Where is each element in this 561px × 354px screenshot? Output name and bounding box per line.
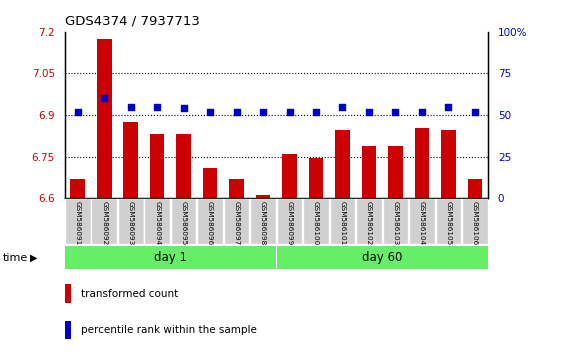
Text: time: time (3, 252, 28, 263)
Text: day 1: day 1 (154, 251, 187, 264)
Bar (282, 154, 297, 198)
Bar (150, 135, 164, 198)
Bar (65, 246, 276, 269)
Bar (256, 195, 270, 198)
Text: GSM586100: GSM586100 (313, 200, 319, 245)
Text: GSM586101: GSM586101 (339, 200, 346, 245)
Bar (229, 179, 244, 198)
Bar (171, 198, 196, 244)
Bar (467, 179, 482, 198)
Bar (441, 130, 456, 198)
Bar (197, 198, 223, 244)
Point (391, 109, 400, 115)
Text: GSM586092: GSM586092 (101, 200, 107, 245)
Text: GDS4374 / 7937713: GDS4374 / 7937713 (65, 14, 199, 27)
Text: ▶: ▶ (30, 252, 37, 263)
Point (179, 105, 188, 111)
Bar (224, 198, 250, 244)
Bar (462, 198, 488, 244)
Point (417, 109, 426, 115)
Bar (388, 145, 403, 198)
Bar (203, 168, 218, 198)
Text: GSM586106: GSM586106 (472, 200, 478, 245)
Point (259, 109, 268, 115)
Bar (91, 198, 117, 244)
Bar (335, 130, 350, 198)
Bar (65, 284, 71, 303)
Point (232, 109, 241, 115)
Point (444, 104, 453, 110)
Point (153, 104, 162, 110)
Point (285, 109, 294, 115)
Bar (303, 198, 329, 244)
Point (311, 109, 320, 115)
Bar (176, 135, 191, 198)
Bar (123, 122, 138, 198)
Text: GSM586094: GSM586094 (154, 200, 160, 245)
Bar (356, 198, 382, 244)
Point (338, 104, 347, 110)
Bar (118, 198, 144, 244)
Text: day 60: day 60 (362, 251, 402, 264)
Text: GSM586097: GSM586097 (233, 200, 240, 245)
Bar (383, 198, 408, 244)
Text: percentile rank within the sample: percentile rank within the sample (81, 325, 257, 335)
Text: transformed count: transformed count (81, 289, 179, 298)
Point (365, 109, 374, 115)
Text: GSM586102: GSM586102 (366, 200, 372, 245)
Point (206, 109, 215, 115)
Text: GSM586105: GSM586105 (445, 200, 452, 245)
Text: GSM586103: GSM586103 (392, 200, 398, 245)
Bar (65, 198, 90, 244)
Bar (65, 321, 71, 339)
Bar (435, 198, 461, 244)
Point (470, 109, 479, 115)
Bar (409, 198, 435, 244)
Bar (330, 198, 355, 244)
Bar (277, 246, 488, 269)
Bar (362, 145, 376, 198)
Text: GSM586093: GSM586093 (128, 200, 134, 245)
Bar (71, 179, 85, 198)
Point (126, 104, 135, 110)
Bar (250, 198, 276, 244)
Text: GSM586099: GSM586099 (287, 200, 292, 245)
Point (73, 109, 82, 115)
Text: GSM586091: GSM586091 (75, 200, 81, 245)
Text: GSM586098: GSM586098 (260, 200, 266, 245)
Bar (277, 198, 302, 244)
Text: GSM586104: GSM586104 (419, 200, 425, 245)
Bar (97, 39, 112, 198)
Bar (309, 158, 323, 198)
Text: GSM586095: GSM586095 (181, 200, 187, 245)
Bar (144, 198, 170, 244)
Text: GSM586096: GSM586096 (207, 200, 213, 245)
Point (100, 96, 109, 101)
Bar (415, 127, 429, 198)
